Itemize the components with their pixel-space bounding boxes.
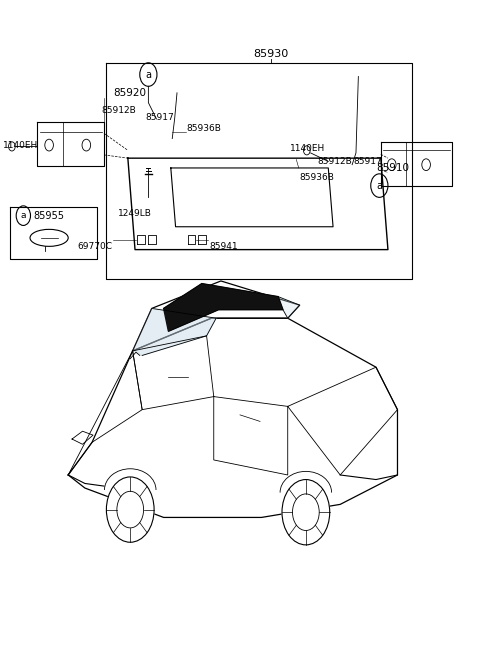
- Text: 85917: 85917: [354, 157, 382, 166]
- Text: 85912B: 85912B: [101, 106, 136, 115]
- Text: 69770C: 69770C: [77, 242, 112, 251]
- Text: 85930: 85930: [253, 49, 288, 59]
- Text: 85917: 85917: [145, 113, 174, 121]
- Polygon shape: [132, 281, 300, 351]
- Polygon shape: [132, 308, 216, 356]
- Text: 85941: 85941: [209, 242, 238, 251]
- Polygon shape: [68, 318, 397, 518]
- Text: 1140EH: 1140EH: [3, 140, 38, 150]
- Text: 85920: 85920: [114, 88, 147, 98]
- Circle shape: [107, 477, 154, 543]
- Text: a: a: [21, 211, 26, 220]
- Text: a: a: [145, 70, 151, 79]
- Text: 1249LB: 1249LB: [118, 209, 152, 218]
- Polygon shape: [164, 283, 283, 331]
- Circle shape: [282, 480, 330, 545]
- Text: 85910: 85910: [376, 163, 409, 173]
- Text: 85912B: 85912B: [317, 157, 352, 166]
- Text: a: a: [376, 180, 383, 191]
- Text: 85936B: 85936B: [300, 173, 335, 182]
- Text: 85936B: 85936B: [187, 123, 221, 133]
- Text: 85955: 85955: [34, 211, 65, 220]
- Polygon shape: [278, 297, 300, 318]
- Text: 1140EH: 1140EH: [290, 144, 325, 153]
